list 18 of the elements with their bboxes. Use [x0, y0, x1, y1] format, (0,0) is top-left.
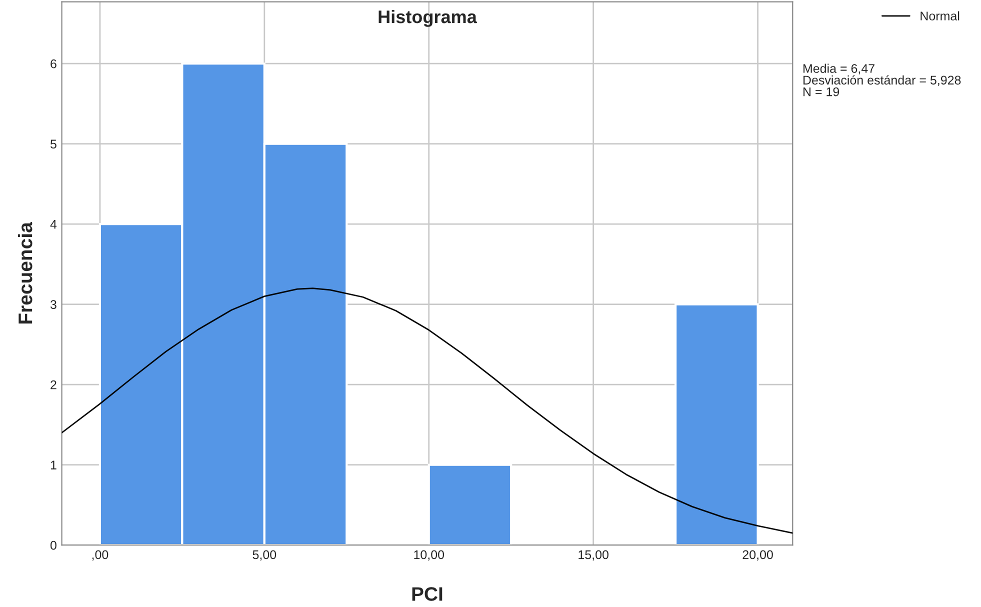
text: Media = 6,47 Desviación estándar = 5,928 N = 19 [803, 64, 961, 96]
y-tick-label: 2 [50, 380, 56, 390]
x-axis-title: PCI [412, 587, 442, 601]
x-tick-label: 10,00 [414, 550, 444, 561]
y-tick-label: 0 [50, 540, 56, 550]
legend-label: Normal [920, 11, 960, 20]
y-tick-label: 3 [50, 300, 56, 309]
x-tick-label: 15,00 [578, 550, 608, 561]
line-series [62, 288, 793, 534]
y-tick-label: 5 [50, 140, 56, 149]
y-axis-title: Frecuencia [18, 222, 32, 324]
y-tick-label: 6 [50, 59, 56, 68]
chart-title: Histograma [378, 10, 478, 27]
y-tick-label: 4 [50, 220, 57, 229]
x-tick-label: 5,00 [252, 550, 276, 561]
x-tick-label: 20,00 [742, 550, 773, 561]
y-tick-label: 1 [50, 460, 56, 470]
x-tick-label: ,00 [92, 550, 108, 561]
